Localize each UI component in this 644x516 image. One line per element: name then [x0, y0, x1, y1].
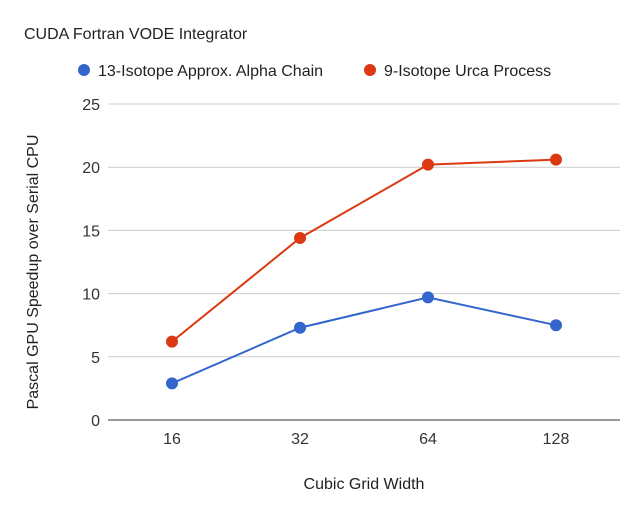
y-axis-label: Pascal GPU Speedup over Serial CPU — [25, 135, 42, 410]
series-2 — [166, 153, 562, 348]
gridlines — [108, 103, 620, 421]
x-tick-label-128: 128 — [543, 431, 570, 448]
legend-marker-1 — [78, 64, 90, 76]
x-tick-label-16: 16 — [163, 431, 181, 448]
data-point-2-16 — [166, 335, 178, 348]
series-line-2 — [171, 158, 557, 343]
legend-label-2: 9-Isotope Urca Process — [384, 63, 551, 80]
series-group — [166, 153, 562, 390]
series-1 — [166, 291, 562, 390]
y-tick-label-0: 0 — [91, 413, 100, 430]
legend-marker-2 — [364, 64, 376, 76]
data-point-2-64 — [422, 158, 434, 171]
legend: 13-Isotope Approx. Alpha Chain 9-Isotope … — [78, 63, 551, 80]
y-tick-label-10: 10 — [82, 287, 100, 304]
data-point-2-32 — [294, 231, 306, 244]
data-point-1-32 — [294, 321, 306, 334]
y-tick-label-20: 20 — [82, 160, 100, 177]
data-point-1-16 — [166, 377, 178, 390]
legend-label-1: 13-Isotope Approx. Alpha Chain — [98, 63, 323, 80]
x-tick-label-64: 64 — [419, 431, 437, 448]
series-line-1 — [171, 296, 557, 385]
y-tick-label-5: 5 — [91, 350, 100, 367]
y-tick-label-25: 25 — [82, 97, 100, 114]
data-point-2-128 — [550, 153, 562, 166]
data-point-1-128 — [550, 319, 562, 332]
data-point-1-64 — [422, 291, 434, 304]
x-axis-ticks: 16 32 64 128 — [163, 431, 569, 448]
y-axis-ticks: 0 5 10 15 20 25 — [82, 97, 100, 430]
x-axis-label: Cubic Grid Width — [304, 476, 425, 493]
y-tick-label-15: 15 — [82, 223, 100, 240]
x-tick-label-32: 32 — [291, 431, 309, 448]
chart-title: CUDA Fortran VODE Integrator — [24, 26, 248, 43]
